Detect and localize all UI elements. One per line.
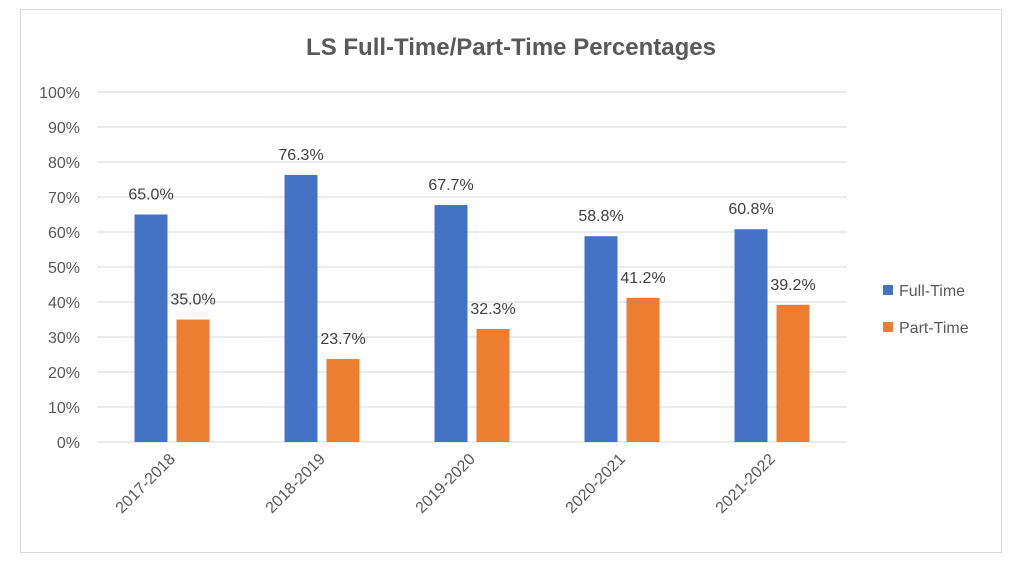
x-tick-label: 2021-2022: [713, 451, 779, 517]
legend: Full-Time Part-Time: [883, 283, 969, 337]
legend-swatch: [883, 322, 893, 332]
y-tick-label: 10%: [48, 400, 80, 417]
x-tick-label: 2019-2020: [413, 451, 479, 517]
data-label: 39.2%: [770, 277, 815, 294]
bar-full-time: [434, 205, 468, 442]
y-tick-label: 30%: [48, 330, 80, 347]
data-labels: 65.0% 35.0% 76.3% 23.7% 67.7% 32.3% 58.8% 41.2%…: [128, 147, 815, 348]
chart-frame: LS Full-Time/Part-Time Percentages 0% 10%…: [20, 9, 1002, 553]
gridlines: [97, 91, 847, 443]
data-label: 60.8%: [728, 201, 773, 218]
y-tick-label: 50%: [48, 260, 80, 277]
bar-part-time: [476, 328, 510, 442]
data-label: 41.2%: [620, 270, 665, 287]
bar-full-time: [584, 236, 618, 442]
x-axis-ticks: 2017-2018 2018-2019 2019-2020 2020-2021 2021…: [113, 451, 779, 517]
data-label: 65.0%: [128, 187, 173, 204]
data-label: 35.0%: [170, 292, 215, 309]
bars: [134, 174, 810, 442]
data-label: 76.3%: [278, 147, 323, 164]
bar-part-time: [326, 359, 360, 442]
bar-full-time: [284, 174, 318, 442]
bar-chart: LS Full-Time/Part-Time Percentages 0% 10%…: [39, 34, 969, 517]
y-tick-label: 60%: [48, 225, 80, 242]
data-label: 67.7%: [428, 177, 473, 194]
x-tick-label: 2018-2019: [263, 451, 329, 517]
data-label: 23.7%: [320, 331, 365, 348]
chart-title: LS Full-Time/Part-Time Percentages: [306, 34, 716, 61]
bar-part-time: [176, 319, 210, 442]
y-tick-label: 90%: [48, 120, 80, 137]
legend-label: Full-Time: [899, 283, 965, 300]
data-label: 32.3%: [470, 301, 515, 318]
x-tick-label: 2020-2021: [563, 451, 629, 517]
bar-full-time: [734, 229, 768, 442]
y-tick-label: 100%: [39, 85, 80, 102]
data-label: 58.8%: [578, 208, 623, 225]
bar-part-time: [626, 297, 660, 442]
y-tick-label: 0%: [57, 435, 80, 452]
y-tick-label: 40%: [48, 295, 80, 312]
x-tick-label: 2017-2018: [113, 451, 179, 517]
legend-swatch: [883, 285, 893, 295]
y-tick-label: 80%: [48, 155, 80, 172]
legend-label: Part-Time: [899, 320, 969, 337]
y-axis-ticks: 0% 10% 20% 30% 40% 50% 60% 70% 80% 90% 100%: [39, 85, 80, 452]
bar-full-time: [134, 214, 168, 442]
y-tick-label: 20%: [48, 365, 80, 382]
y-tick-label: 70%: [48, 190, 80, 207]
bar-part-time: [776, 304, 810, 442]
